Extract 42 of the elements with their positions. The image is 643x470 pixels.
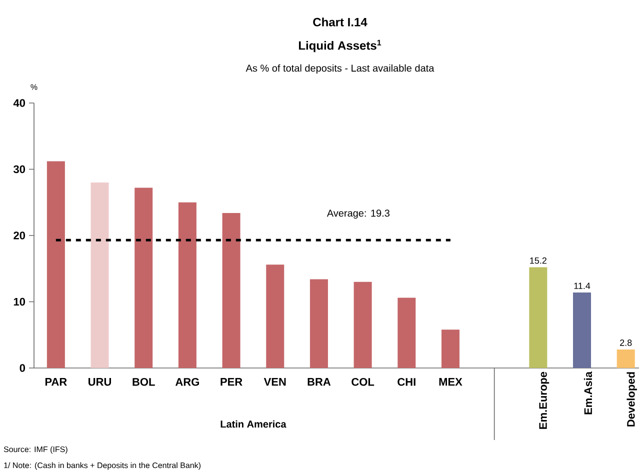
bar [354, 282, 372, 368]
bar [573, 292, 592, 368]
bar [134, 188, 153, 368]
x-tick-label: BOL [132, 378, 155, 386]
x-tick-label: PER [220, 378, 242, 386]
x-tick-label: Developed [626, 372, 637, 426]
bar [46, 161, 65, 368]
bar [398, 298, 416, 368]
data-label: 2.8 [620, 340, 632, 346]
data-label: 11.4 [574, 282, 590, 289]
x-tick-label: Em.Asia [584, 371, 592, 414]
bar [529, 267, 548, 368]
x-tick-label: URU [88, 378, 111, 386]
bar [90, 182, 109, 368]
text: As % of total deposits - Last available data [246, 64, 434, 74]
x-tick-label: Em.Europe [539, 372, 550, 429]
ref-line-label: Average: 19.3 [326, 210, 390, 219]
text: Latin America [220, 420, 286, 428]
y-tick-label: 40 [13, 99, 26, 107]
y-tick-label: 0 [20, 364, 26, 372]
x-tick-label: CHI [398, 378, 416, 386]
y-tick-label: 20 [14, 232, 26, 240]
source-note: Source: IMF (IFS) [4, 446, 68, 454]
x-tick-label: BRA [308, 378, 331, 386]
data-label: 15.2 [530, 257, 546, 264]
chart-subtitle: Liquid Assets$^{1}$ [298, 40, 382, 52]
x-tick-label: MEX [439, 378, 462, 386]
y-tick-label: 10 [14, 298, 26, 306]
bar [178, 202, 196, 368]
bar [310, 279, 328, 368]
bar [222, 212, 240, 368]
y-axis-title: % [30, 84, 38, 90]
y-tick-label: 30 [13, 165, 26, 174]
bar [441, 330, 460, 368]
x-tick-label: VEN [264, 378, 286, 386]
x-tick-label: COL [352, 378, 374, 386]
bar [266, 264, 284, 368]
text: 1/ Note: (Cash in banks + Deposits in the Central Bank) [4, 462, 201, 470]
bar [616, 349, 635, 368]
chart-title: Chart I.14 [313, 18, 368, 26]
x-tick-label: PAR [45, 378, 67, 386]
x-tick-label: ARG [175, 378, 199, 386]
